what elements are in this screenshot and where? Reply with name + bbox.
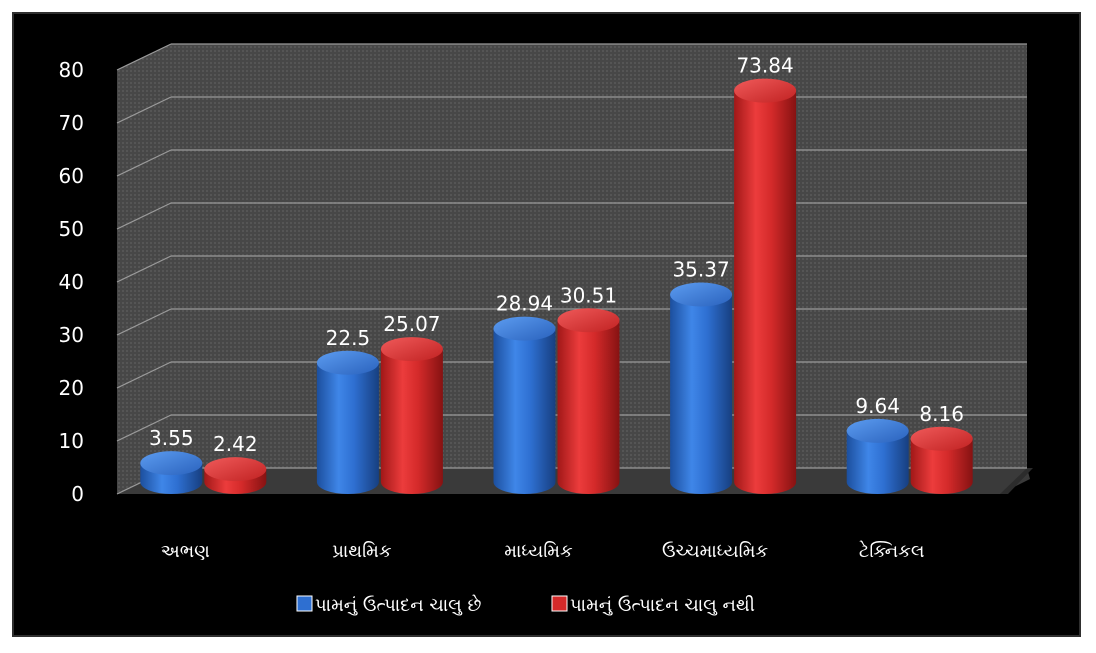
data-label: 2.42 (213, 432, 258, 456)
bar-top (316, 350, 379, 375)
y-tick-label: 30 (59, 323, 84, 347)
data-label: 30.51 (560, 283, 617, 307)
bar (204, 457, 267, 494)
bars (140, 78, 973, 494)
y-tick-label: 80 (59, 58, 84, 82)
gridline-side (116, 308, 172, 336)
gridline-side (116, 361, 172, 389)
bar-top (493, 316, 556, 341)
gridline-side (116, 202, 172, 230)
bar (846, 418, 909, 494)
bar-body (910, 438, 973, 494)
x-tick-label: માધ્યમિક (504, 541, 573, 562)
data-label: 35.37 (672, 258, 729, 282)
x-tick-label: ટેક્નિકલ (859, 541, 925, 562)
bar-top (734, 78, 797, 103)
bar-top (140, 451, 203, 476)
legend-swatch (551, 595, 568, 612)
bar-body (557, 320, 620, 494)
gridline-side (116, 43, 172, 71)
y-tick-label: 10 (59, 429, 84, 453)
bar-top (557, 308, 620, 333)
data-label: 28.94 (496, 292, 553, 316)
gridline-side (116, 149, 172, 177)
legend: પામનું ઉત્પાદન ચાલુ છે પામનું ઉત્પાદન ચાલ… (296, 595, 755, 616)
bar (734, 78, 797, 494)
bar-top (846, 418, 909, 443)
bar-body (493, 328, 556, 494)
bar (557, 308, 620, 494)
bar (140, 451, 203, 494)
bar-top (204, 457, 267, 482)
legend-swatch (296, 595, 313, 612)
gridline-side (116, 96, 172, 124)
bar (380, 337, 443, 494)
y-tick-label: 70 (59, 111, 84, 135)
legend-label: પામનું ઉત્પાદન ચાલુ છે (315, 595, 481, 616)
bar (910, 426, 973, 494)
chart-area: 0 10 20 30 40 50 60 70 80 3.55 2.42 22.5 25.07 28.94… (12, 12, 1081, 637)
bar-top (910, 426, 973, 451)
bar-body (734, 90, 797, 494)
y-tick-label: 40 (59, 270, 84, 294)
bar (316, 350, 379, 494)
bar (670, 282, 733, 494)
bar-body (380, 349, 443, 494)
bar-chart: 0 10 20 30 40 50 60 70 80 3.55 2.42 22.5 25.07 28.94… (59, 43, 1033, 616)
x-axis: અભણ પ્રાથમિક માધ્યમિક ઉચ્ચમાધ્યમિક ટેક્નિકલ (161, 541, 925, 562)
data-label: 22.5 (326, 326, 371, 350)
data-labels: 3.55 2.42 22.5 25.07 28.94 30.51 35.37 73.84 9.6… (149, 54, 964, 457)
y-tick-label: 0 (71, 482, 84, 506)
gridline-side (116, 414, 172, 442)
y-tick-label: 20 (59, 376, 84, 400)
x-tick-label: અભણ (161, 541, 210, 562)
bar-body (846, 430, 909, 494)
x-tick-label: પ્રાથમિક (332, 541, 392, 562)
data-label: 25.07 (383, 312, 440, 336)
legend-label: પામનું ઉત્પાદન ચાલુ નથી (570, 595, 755, 616)
gridlines (116, 43, 1027, 495)
data-label: 9.64 (855, 394, 900, 418)
data-label: 3.55 (149, 426, 194, 450)
data-label: 8.16 (919, 402, 964, 426)
y-tick-label: 50 (59, 217, 84, 241)
bar (493, 316, 556, 494)
data-label: 73.84 (736, 54, 793, 78)
floor-edge (1000, 468, 1033, 494)
bar-top (670, 282, 733, 307)
bar-body (316, 362, 379, 494)
y-tick-label: 60 (59, 164, 84, 188)
bar-body (670, 294, 733, 494)
x-tick-label: ઉચ્ચમાધ્યમિક (662, 541, 768, 562)
bar-top (380, 337, 443, 362)
gridline-side (116, 255, 172, 283)
y-axis: 0 10 20 30 40 50 60 70 80 (59, 58, 84, 506)
